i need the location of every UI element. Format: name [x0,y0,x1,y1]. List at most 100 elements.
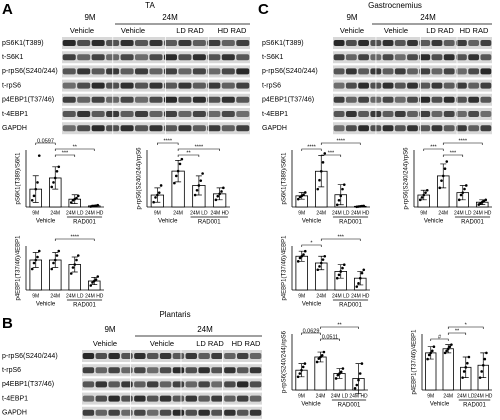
y-axis-label: p-rpS6(S240/244)/rpS6 [137,147,143,210]
data-point [173,181,176,185]
blot-band [468,40,480,46]
blot-band [91,82,105,89]
blot-band [394,40,406,46]
x-tick-label: 9M [154,210,161,216]
data-point [322,350,326,354]
data-point [34,258,38,262]
data-point [302,253,305,256]
data-point [336,373,340,377]
blot-band [207,82,221,89]
blot-band [443,40,455,46]
data-point [30,267,34,271]
blot-band [236,111,250,117]
x-tick-label: 24M LD [66,210,84,216]
blot-band [77,68,91,75]
blot-band [345,40,357,46]
blot-band [358,111,369,117]
data-point [464,366,468,369]
blot-band [62,54,76,61]
blot-band [249,353,262,359]
blot-band [163,40,177,46]
data-point [298,372,302,375]
blot-band [108,353,120,359]
data-point [94,278,98,281]
blot-band [358,125,369,132]
data-point [457,198,461,202]
x-tick-label: 24M HD [85,210,104,216]
blot-band [149,125,163,132]
blot-band [82,409,95,416]
data-point [360,362,364,365]
significance-bracket [157,142,179,145]
panel-title: Plantaris [159,310,190,319]
blot-band [407,54,418,61]
blot-band [91,40,105,46]
blot-band [236,367,249,374]
blot-band [120,40,134,46]
data-point [323,254,327,258]
blot-band [480,82,492,89]
x-tick-label: 9M [298,393,305,399]
data-point [360,271,364,275]
blot-band [135,111,149,117]
blot-band [394,96,406,103]
data-point [481,363,485,367]
data-point [355,383,359,387]
significance-bracket [423,148,444,151]
blot-band [407,96,418,103]
blot-band [431,68,443,75]
data-point [222,186,225,190]
blot-band [77,40,91,46]
blot-band [382,68,394,75]
blot-band [198,409,210,416]
data-point [76,254,80,257]
blot-band [456,96,467,103]
blot-band [120,111,134,117]
group-label: Vehicle [158,219,178,225]
data-point [300,254,304,258]
blot-band [382,40,394,46]
blot-band [456,40,467,46]
age-label: 24M [197,325,213,334]
data-point [485,351,488,355]
x-tick-label: 24M [316,393,326,399]
data-point [483,357,487,361]
data-point [159,184,163,187]
blot-band [480,96,492,103]
group-label: RAD001 [338,403,361,409]
significance-label: *** [338,234,345,240]
panel-letter: A [2,1,13,18]
data-point [302,193,305,197]
blot-band [407,125,418,132]
significance-label: **** [458,138,467,144]
data-point [37,249,41,253]
blot-band [207,40,221,46]
blot-band [419,68,431,75]
data-point [362,204,366,208]
blot-band [443,125,455,132]
data-point [448,345,452,348]
data-point [353,387,357,390]
data-point [320,354,324,357]
bar [442,348,454,391]
blot-band [394,68,406,75]
blot-row-label: GAPDH [262,125,287,132]
blot-band [468,96,480,103]
blot-band [159,409,172,416]
blot-band [333,40,345,46]
x-tick-label: 9M [32,210,39,216]
x-tick-label: 24M HD [351,210,370,216]
significance-bracket [442,142,483,145]
blot-band [149,82,163,89]
blot-band [456,82,467,89]
blot-band [149,68,163,75]
data-point [445,160,449,163]
data-point [341,266,344,270]
group-label: RAD001 [463,403,486,409]
data-point [420,196,424,199]
data-point [193,193,197,197]
data-point [357,378,360,382]
significance-label: **** [163,138,172,144]
blot-band [134,409,146,416]
blot-row-label: pS6K1(T389) [2,40,44,47]
